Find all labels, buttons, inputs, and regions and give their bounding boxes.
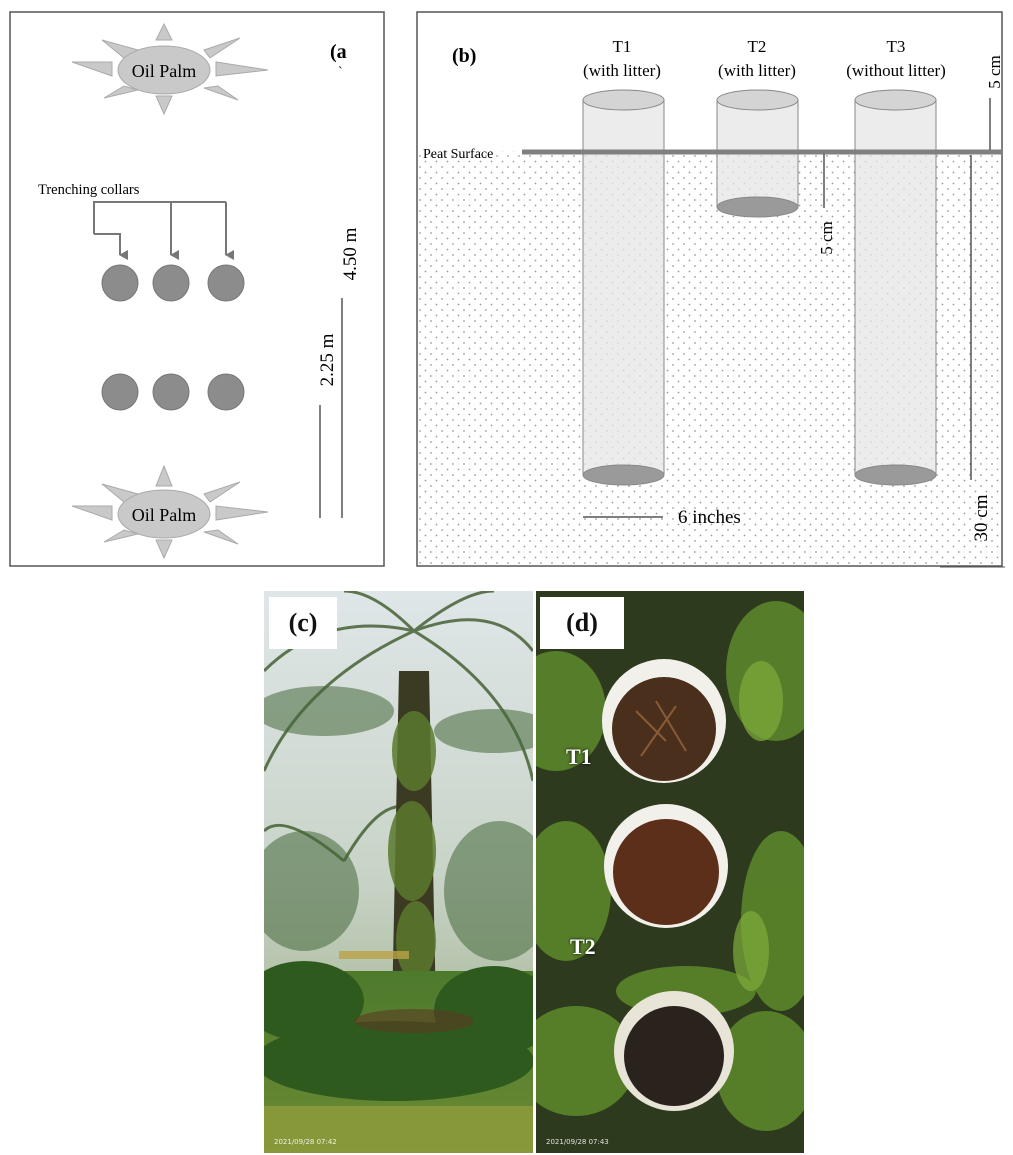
schematic-diagrams: (a ` Oil Palm Trenching collars [9,11,1005,568]
collar-t2-litter [613,819,719,925]
panel-a-tick-mark: ` [338,65,343,80]
dimension-diameter-label: 6 inches [678,507,741,528]
t2-title: T2 [748,37,767,56]
t3-cylinder [854,89,937,486]
panel-d-timestamp: 2021/09/28 07:43 [546,1138,609,1146]
photo-label-t1: T1 [566,744,592,769]
trenching-collars-label: Trenching collars [38,182,140,198]
collar [152,373,190,411]
t1-description: (with litter) [583,61,661,80]
dimension-top-label: 5 cm [985,55,1004,89]
dimension-deep-label: 30 cm [971,494,992,541]
peat-surface-label: Peat Surface [423,147,493,162]
panel-d-tag: (d) [540,597,624,649]
t3-description: (without litter) [846,61,946,80]
collars-photo-illustration [536,591,804,1153]
oil-palm-bottom-crown [117,489,211,539]
collar [207,264,245,302]
t3-title: T3 [887,37,906,56]
collar-row-bottom [101,373,245,411]
t2-description: (with litter) [718,61,796,80]
panel-a: (a ` Oil Palm Trenching collars [9,11,385,567]
panel-a-frame [9,11,385,567]
dimension-t2-depth-label: 5 cm [817,221,836,255]
panel-b: (b) T1 (with litter) T2 (with litter) T3… [416,11,1005,568]
collar-t3-soil [624,1006,724,1106]
panel-b-tag: (b) [452,45,476,67]
collar [152,264,190,302]
photo-label-t2: T2 [570,934,596,959]
panel-c-tag: (c) [269,597,337,649]
collar-t1-litter [612,677,716,781]
panel-d-photo: (d) T1 T2 2021/09/28 07:43 [536,591,804,1153]
oil-palm-bottom [71,464,269,560]
oil-palm-photo-illustration [264,591,533,1153]
collar [101,264,139,302]
oil-palm-bottom-label: Oil Palm [132,505,197,525]
dimension-outer-label: 4.50 m [340,227,361,280]
dimension-inner-label: 2.25 m [317,333,338,386]
collar-row-top [101,264,245,302]
panel-c-timestamp: 2021/09/28 07:42 [274,1138,337,1146]
collar [101,373,139,411]
t1-cylinder [582,89,665,486]
oil-palm-top-crown [117,45,211,95]
oil-palm-top-label: Oil Palm [132,61,197,81]
panel-c-photo: (c) 2021/09/28 07:42 [264,591,533,1153]
panel-a-tag: (a [330,41,347,63]
t1-title: T1 [613,37,632,56]
oil-palm-top [71,22,269,116]
collar [207,373,245,411]
collar-arrows [93,201,234,260]
